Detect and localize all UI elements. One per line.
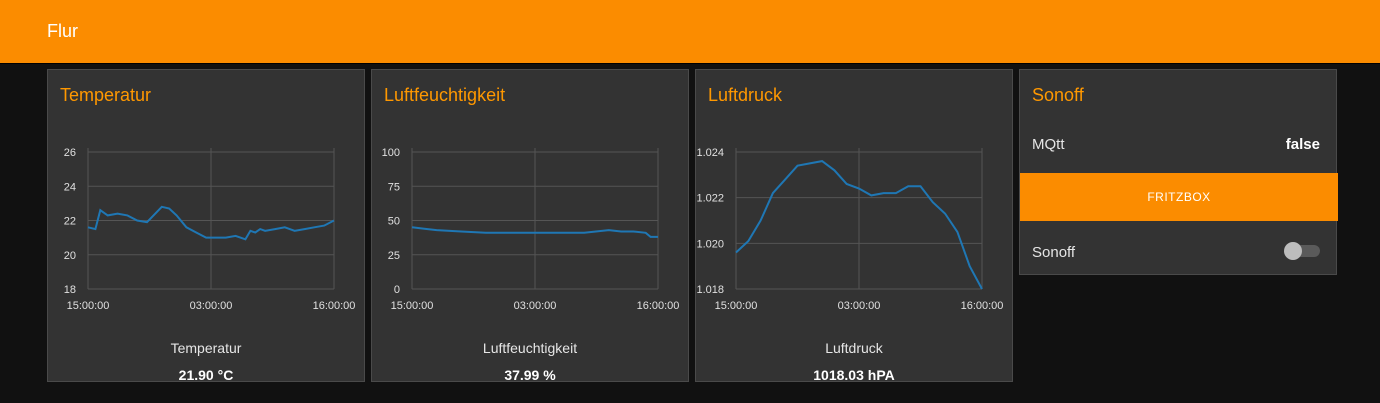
page-title: Flur	[47, 21, 78, 41]
mqtt-label: MQtt	[1032, 136, 1065, 153]
card-title: Sonoff	[1032, 85, 1084, 105]
x-tick-label: 16:00:00	[313, 300, 356, 312]
temperature-card: Temperatur 26 24 22 20 18 15:00:00 03:00:00 16:…	[47, 69, 365, 383]
y-tick-label: 100	[382, 147, 400, 159]
series-line	[87, 205, 335, 241]
fritzbox-button[interactable]: FRITZBOX	[1020, 173, 1338, 221]
y-tick-label: 1.020	[696, 238, 724, 250]
x-tick-label: 03:00:00	[838, 300, 881, 312]
sonoff-switch-label: Sonoff	[1032, 244, 1076, 261]
series-line	[735, 160, 983, 290]
pressure-card: Luftdruck 1.024 1.022 1.020 1.018 15:00:00 03…	[695, 69, 1013, 383]
y-tick-label: 1.018	[696, 284, 724, 296]
y-tick-label: 20	[64, 250, 76, 262]
gauge-label: Temperatur	[170, 340, 242, 356]
y-tick-label: 18	[64, 284, 76, 296]
gauge-value: 1018.03 hPA	[813, 367, 895, 383]
y-tick-label: 25	[388, 250, 400, 262]
y-tick-label: 50	[388, 216, 400, 228]
y-tick-label: 75	[388, 181, 400, 193]
x-tick-label: 03:00:00	[514, 300, 557, 312]
humidity-card: Luftfeuchtigkeit 100 75 50 25 0 15:00:00 03:00…	[371, 69, 689, 383]
card-title: Luftfeuchtigkeit	[384, 85, 506, 105]
y-tick-label: 1.022	[696, 193, 724, 205]
temperature-chart: 26 24 22 20 18 15:00:00 03:00:00 16:00:00	[64, 147, 356, 312]
x-tick-label: 15:00:00	[67, 300, 110, 312]
x-tick-label: 03:00:00	[190, 300, 233, 312]
x-tick-label: 15:00:00	[391, 300, 434, 312]
gauge-value: 21.90 °C	[178, 367, 234, 383]
card-title: Temperatur	[60, 85, 152, 105]
y-tick-label: 1.024	[696, 147, 724, 159]
sonoff-card: Sonoff MQtt false FRITZBOX Sonoff	[1019, 69, 1338, 275]
toggle-knob	[1284, 242, 1302, 260]
top-bar: Flur	[0, 0, 1380, 64]
x-tick-label: 16:00:00	[961, 300, 1004, 312]
gauge-label: Luftfeuchtigkeit	[482, 340, 578, 356]
gauge-label: Luftdruck	[825, 340, 883, 356]
y-tick-label: 0	[394, 284, 400, 296]
humidity-chart: 100 75 50 25 0 15:00:00 03:00:00 16:00:00	[382, 147, 680, 312]
y-tick-label: 26	[64, 147, 76, 159]
series-line	[411, 226, 658, 238]
sonoff-toggle-switch[interactable]	[1284, 242, 1320, 260]
y-tick-label: 22	[64, 216, 76, 228]
x-tick-label: 15:00:00	[715, 300, 758, 312]
gauge-value: 37.99 %	[504, 367, 556, 383]
mqtt-value: false	[1285, 136, 1320, 153]
card-title: Luftdruck	[708, 85, 783, 105]
y-tick-label: 24	[64, 181, 76, 193]
pressure-chart: 1.024 1.022 1.020 1.018 15:00:00 03:00:00 16:0…	[696, 147, 1004, 312]
x-tick-label: 16:00:00	[637, 300, 680, 312]
